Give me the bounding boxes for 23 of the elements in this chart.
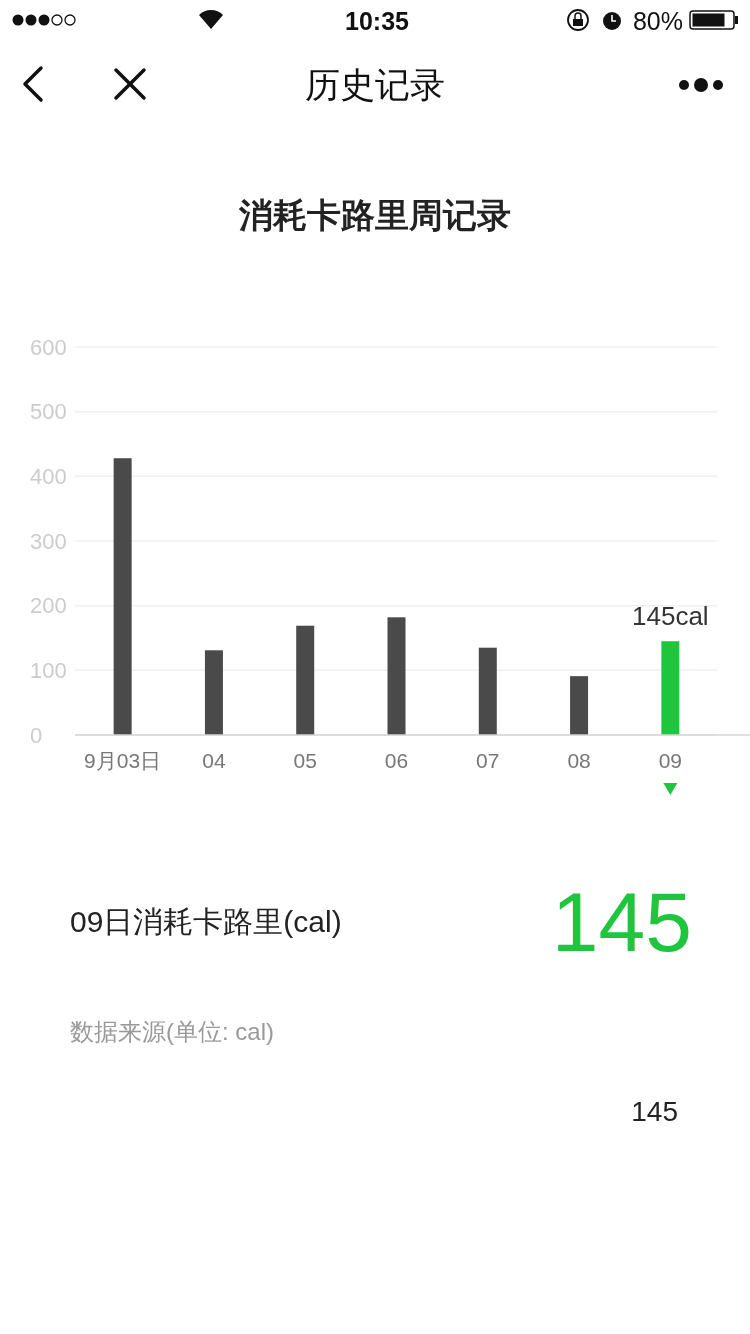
bar bbox=[204, 650, 223, 735]
data-label: 145cal bbox=[632, 601, 709, 632]
bar bbox=[296, 625, 315, 735]
x-tick-label: 06 bbox=[384, 748, 409, 772]
x-tick-label: 05 bbox=[293, 748, 317, 772]
text: 80% bbox=[632, 7, 683, 35]
x-tick-label: 04 bbox=[202, 748, 226, 772]
text: 145 bbox=[551, 875, 692, 969]
text: 历史记录 bbox=[305, 64, 445, 104]
bar bbox=[478, 647, 497, 735]
text: 09日消耗卡路里(cal) bbox=[70, 904, 342, 938]
x-tick-label: 09 bbox=[658, 748, 683, 772]
text: 10:35 bbox=[345, 7, 410, 35]
x-tick-label: 08 bbox=[567, 748, 591, 772]
chart-title: 消耗卡路里周记录 bbox=[238, 196, 511, 234]
bar bbox=[113, 458, 132, 735]
bar bbox=[387, 617, 406, 735]
x-tick-label: 9月03日 bbox=[84, 748, 162, 772]
source-note: 数据来源(单位: cal) bbox=[70, 1017, 274, 1045]
x-tick-label: 07 bbox=[476, 748, 500, 772]
bar bbox=[661, 641, 680, 735]
bar bbox=[570, 676, 589, 735]
text: 145 bbox=[631, 1095, 678, 1127]
